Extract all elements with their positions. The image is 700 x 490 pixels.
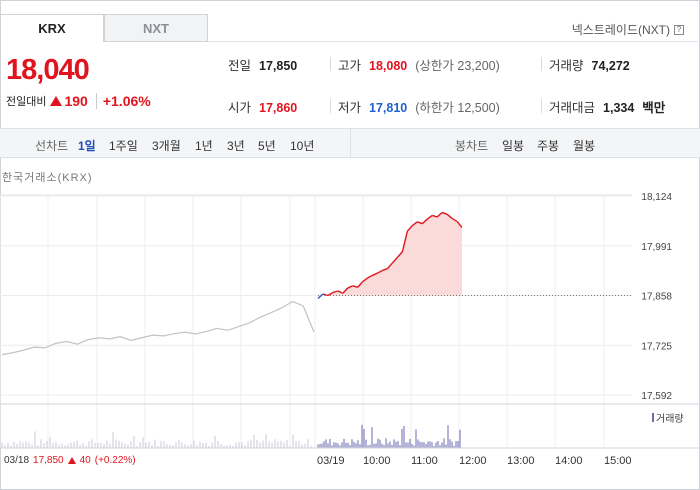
series-area-today xyxy=(318,212,462,299)
y-tick-label: 17,592 xyxy=(641,391,672,402)
current-price: 18,040 xyxy=(6,54,90,86)
series-segment-today xyxy=(446,213,453,219)
series-segment-today xyxy=(436,211,443,218)
change-percent: +1.06% xyxy=(95,93,151,109)
series-segment-today xyxy=(417,221,423,225)
change-amount: 190 xyxy=(64,93,88,109)
series-segment-today xyxy=(426,214,433,220)
tab-nxt[interactable]: NXT xyxy=(104,14,208,42)
prev-change-value: 40 xyxy=(79,455,91,466)
line-chart-label: 선차트 xyxy=(35,139,69,153)
stat-divider xyxy=(541,57,542,71)
prev-day-summary: 03/18 17,850 40 (+0.22%) xyxy=(4,455,136,466)
help-icon[interactable]: ? xyxy=(674,24,684,35)
series-segment-today xyxy=(327,291,334,297)
period-bar: 선차트 1일 1주일 3개월 1년 3년 5년 10년 봉차트 일봉 주봉 월봉 xyxy=(0,128,700,158)
exchange-label: 한국거래소(KRX) xyxy=(2,172,93,184)
prev-change-pct: (+0.22%) xyxy=(94,455,136,466)
series-segment-today xyxy=(411,221,418,227)
candle-weekly[interactable]: 주봉 xyxy=(537,139,560,153)
series-segment-today xyxy=(456,220,463,228)
stat-low: 저가 17,810 (하한가 12,500) xyxy=(338,101,500,115)
y-tick-label: 18,124 xyxy=(641,192,672,203)
series-segment-today xyxy=(342,287,349,294)
period-3m[interactable]: 3개월 xyxy=(152,139,181,153)
volume-legend-label: 거래량 xyxy=(656,414,684,425)
series-segment-today xyxy=(352,285,358,288)
series-segment-today xyxy=(332,290,339,294)
volume-legend: 거래량 xyxy=(652,410,684,425)
series-segment-today xyxy=(451,217,458,223)
series-segment-today xyxy=(386,262,394,270)
stat-high: 고가 18,080 (상한가 23,200) xyxy=(338,59,500,73)
stat-volume: 거래량 74,272 xyxy=(549,59,630,73)
x-tick-label: 12:00 xyxy=(459,455,487,467)
up-arrow-icon xyxy=(67,457,76,464)
x-tick-label: 15:00 xyxy=(604,455,632,467)
series-segment-today xyxy=(391,256,398,264)
stat-divider xyxy=(330,57,331,71)
series-segment-today xyxy=(372,272,378,276)
candle-monthly[interactable]: 월봉 xyxy=(573,139,596,153)
series-segment-today xyxy=(347,285,354,289)
price-chart: 18,124 17,991 17,858 17,725 17,592 xyxy=(0,192,700,449)
series-segment-today xyxy=(357,281,364,288)
y-tick-label: 17,725 xyxy=(641,341,672,352)
x-tick-label: 11:00 xyxy=(411,455,438,467)
series-segment-today xyxy=(421,218,428,225)
y-tick-label: 17,858 xyxy=(641,292,672,303)
tab-divider xyxy=(208,41,698,42)
series-segment-today xyxy=(382,267,388,272)
series-line-previous xyxy=(1,300,315,356)
nxt-link-label[interactable]: 넥스트레이드(NXT) xyxy=(571,23,670,37)
candle-daily[interactable]: 일봉 xyxy=(502,139,525,153)
series-segment-today xyxy=(377,269,383,274)
x-tick-label: 10:00 xyxy=(363,455,391,467)
candle-chart-label: 봉차트 xyxy=(455,139,489,153)
volume-swatch xyxy=(652,413,654,422)
tab-krx[interactable]: KRX xyxy=(0,14,104,42)
series-segment-today xyxy=(432,214,438,218)
x-tick-label: 14:00 xyxy=(555,455,583,467)
x-tick-label: 03/19 xyxy=(317,455,345,467)
period-1d[interactable]: 1일 xyxy=(78,139,96,153)
nxt-info-link[interactable]: 넥스트레이드(NXT) ? xyxy=(572,21,684,38)
y-tick-label: 17,991 xyxy=(641,242,672,253)
period-3y[interactable]: 3년 xyxy=(227,139,245,153)
period-1w[interactable]: 1주일 xyxy=(109,139,138,153)
series-segment-today xyxy=(401,230,409,252)
series-segment-today xyxy=(396,251,403,258)
series-segment-today xyxy=(441,211,448,215)
stat-amount: 거래대금 1,334 백만 xyxy=(549,101,666,115)
period-5y[interactable]: 5년 xyxy=(258,139,276,153)
series-segment-today xyxy=(406,225,413,232)
period-bar-divider xyxy=(350,129,351,158)
series-segment-today xyxy=(337,290,344,294)
period-10y[interactable]: 10년 xyxy=(290,139,315,153)
series-segment-today xyxy=(317,293,324,300)
up-arrow-icon xyxy=(50,96,63,106)
stat-divider xyxy=(330,99,331,113)
prev-close-value: 17,850 xyxy=(33,455,64,466)
series-segment-today xyxy=(367,274,373,279)
period-1y[interactable]: 1년 xyxy=(195,139,213,153)
series-segment-today xyxy=(362,277,369,283)
series-segment-today xyxy=(322,293,329,297)
stat-prev-close: 전일 17,850 xyxy=(228,59,298,73)
stat-open: 시가 17,860 xyxy=(228,101,298,115)
x-tick-label: 13:00 xyxy=(507,455,535,467)
market-tabs: KRX NXT xyxy=(0,14,208,42)
price-change: 전일대비 190 +1.06% xyxy=(6,93,151,109)
prev-date: 03/18 xyxy=(4,455,30,466)
change-label: 전일대비 xyxy=(6,96,47,108)
stat-divider xyxy=(541,99,542,113)
